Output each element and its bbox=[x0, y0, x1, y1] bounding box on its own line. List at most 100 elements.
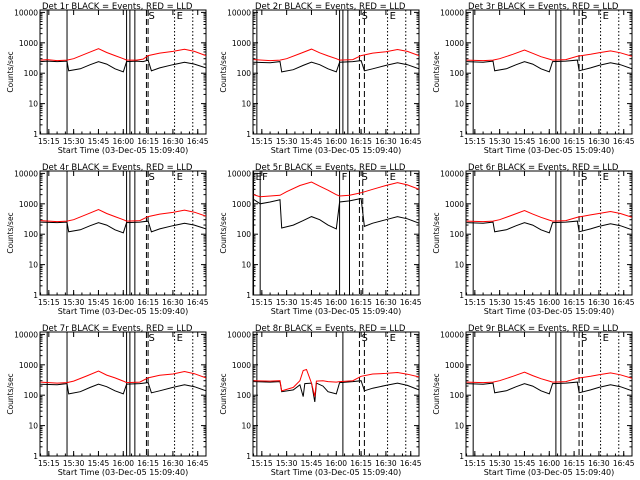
y-tick-label: 100 bbox=[450, 69, 465, 78]
y-tick-label: 1 bbox=[33, 452, 38, 461]
x-tick-label: 16:45 bbox=[400, 137, 422, 146]
series-line-events bbox=[253, 380, 419, 402]
series-line-lld bbox=[40, 208, 206, 223]
panel-title: Det 1r BLACK = Events, RED = LLD bbox=[42, 2, 193, 12]
panel-det-9: Det 9r BLACK = Events, RED = LLD 1 10 100 10… bbox=[432, 324, 635, 477]
panel-title: Det 7r BLACK = Events, RED = LLD bbox=[42, 324, 193, 334]
panel-det-7: Det 7r BLACK = Events, RED = LLD 1 10 100 10… bbox=[6, 324, 209, 477]
marker-label: S bbox=[148, 333, 154, 344]
panel-det-1: Det 1r BLACK = Events, RED = LLD 1 10 100 10… bbox=[6, 2, 209, 155]
marker-label: S bbox=[581, 11, 587, 22]
marker-label: E bbox=[603, 172, 609, 183]
y-tick-label: 10 bbox=[241, 100, 251, 109]
x-tick-label: 15:15 bbox=[251, 298, 273, 307]
x-tick-label: 16:15 bbox=[137, 459, 159, 468]
y-tick-label: 100 bbox=[237, 230, 252, 239]
x-tick-label: 15:30 bbox=[276, 459, 298, 468]
y-tick-label: 10000 bbox=[14, 169, 38, 178]
x-axis-label: Start Time (03-Dec-05 15:09:40) bbox=[58, 307, 189, 316]
x-tick-label: 16:00 bbox=[538, 459, 560, 468]
y-tick-label: 10 bbox=[241, 261, 251, 270]
x-tick-label: 16:30 bbox=[588, 137, 610, 146]
x-tick-label: 15:30 bbox=[63, 298, 85, 307]
marker-label: S bbox=[361, 172, 367, 183]
x-tick-label: 15:45 bbox=[301, 298, 323, 307]
x-tick-label: 15:15 bbox=[464, 459, 486, 468]
x-tick-label: 16:30 bbox=[162, 459, 184, 468]
y-tick-label: 10 bbox=[454, 261, 464, 270]
x-tick-label: 16:30 bbox=[375, 298, 397, 307]
y-tick-label: 1000 bbox=[445, 200, 464, 209]
series-line-events bbox=[40, 382, 206, 395]
marker-label: S bbox=[581, 172, 587, 183]
x-axis-label: Start Time (03-Dec-05 15:09:40) bbox=[271, 468, 402, 477]
y-tick-label: 1000 bbox=[232, 39, 251, 48]
y-tick-label: 1 bbox=[246, 452, 251, 461]
x-tick-label: 16:45 bbox=[400, 459, 422, 468]
x-tick-label: 15:45 bbox=[514, 137, 536, 146]
panel-title: Det 2r BLACK = Events, RED = LLD bbox=[255, 2, 406, 12]
x-tick-label: 16:15 bbox=[563, 298, 585, 307]
x-tick-label: 15:45 bbox=[88, 459, 110, 468]
y-tick-label: 1000 bbox=[19, 361, 38, 370]
y-axis-label: Counts/sec bbox=[432, 373, 441, 414]
y-tick-label: 1 bbox=[246, 291, 251, 300]
x-tick-label: 16:00 bbox=[325, 137, 347, 146]
x-axis-label: Start Time (03-Dec-05 15:09:40) bbox=[271, 146, 402, 155]
series-line-events bbox=[466, 381, 632, 395]
series-line-events bbox=[253, 197, 419, 230]
x-tick-label: 16:30 bbox=[375, 137, 397, 146]
x-tick-label: 16:15 bbox=[137, 137, 159, 146]
y-tick-label: 10000 bbox=[227, 8, 251, 17]
y-tick-label: 100 bbox=[450, 391, 465, 400]
x-axis-label: Start Time (03-Dec-05 15:09:40) bbox=[271, 307, 402, 316]
x-axis-label: Start Time (03-Dec-05 15:09:40) bbox=[484, 307, 615, 316]
series-line-lld bbox=[40, 370, 206, 384]
x-tick-label: 15:15 bbox=[38, 459, 60, 468]
y-tick-label: 10 bbox=[454, 422, 464, 431]
panel-title: Det 3r BLACK = Events, RED = LLD bbox=[468, 2, 619, 12]
series-line-lld bbox=[253, 181, 419, 198]
y-tick-label: 1000 bbox=[19, 200, 38, 209]
x-axis-label: Start Time (03-Dec-05 15:09:40) bbox=[484, 468, 615, 477]
x-tick-label: 16:30 bbox=[588, 298, 610, 307]
x-tick-label: 16:45 bbox=[187, 298, 209, 307]
x-tick-label: 16:30 bbox=[162, 137, 184, 146]
x-tick-label: 15:45 bbox=[301, 459, 323, 468]
x-tick-label: 15:45 bbox=[514, 298, 536, 307]
x-axis-label: Start Time (03-Dec-05 15:09:40) bbox=[58, 468, 189, 477]
marker-label: E bbox=[603, 11, 609, 22]
series-line-events bbox=[466, 220, 632, 234]
panel-title: Det 9r BLACK = Events, RED = LLD bbox=[468, 324, 619, 334]
x-tick-label: 16:15 bbox=[137, 298, 159, 307]
series-line-lld bbox=[466, 49, 632, 62]
x-tick-label: 15:45 bbox=[301, 137, 323, 146]
marker-label: S bbox=[361, 333, 367, 344]
x-tick-label: 15:45 bbox=[88, 298, 110, 307]
y-tick-label: 1000 bbox=[232, 361, 251, 370]
x-tick-label: 16:15 bbox=[350, 459, 372, 468]
x-tick-label: 15:30 bbox=[489, 298, 511, 307]
series-line-lld bbox=[466, 209, 632, 223]
y-tick-label: 10000 bbox=[440, 330, 464, 339]
panel-det-4: Det 4r BLACK = Events, RED = LLD 1 10 100 10… bbox=[6, 163, 209, 316]
panel-det-2: Det 2r BLACK = Events, RED = LLD 1 10 100 10… bbox=[219, 2, 422, 155]
y-tick-label: 100 bbox=[450, 230, 465, 239]
y-tick-label: 10 bbox=[241, 422, 251, 431]
y-tick-label: 1 bbox=[459, 291, 464, 300]
series-line-events bbox=[466, 59, 632, 73]
y-tick-label: 10000 bbox=[440, 169, 464, 178]
x-tick-label: 15:15 bbox=[38, 137, 60, 146]
y-tick-label: 10000 bbox=[14, 8, 38, 17]
x-tick-label: 15:30 bbox=[63, 137, 85, 146]
y-tick-label: 10 bbox=[454, 100, 464, 109]
x-tick-label: 16:30 bbox=[162, 298, 184, 307]
y-tick-label: 1 bbox=[459, 452, 464, 461]
y-axis-label: Counts/sec bbox=[6, 51, 15, 92]
y-tick-label: 1000 bbox=[19, 39, 38, 48]
x-tick-label: 15:15 bbox=[464, 137, 486, 146]
y-tick-label: 1 bbox=[33, 291, 38, 300]
y-tick-label: 10000 bbox=[440, 8, 464, 17]
x-tick-label: 16:15 bbox=[563, 137, 585, 146]
